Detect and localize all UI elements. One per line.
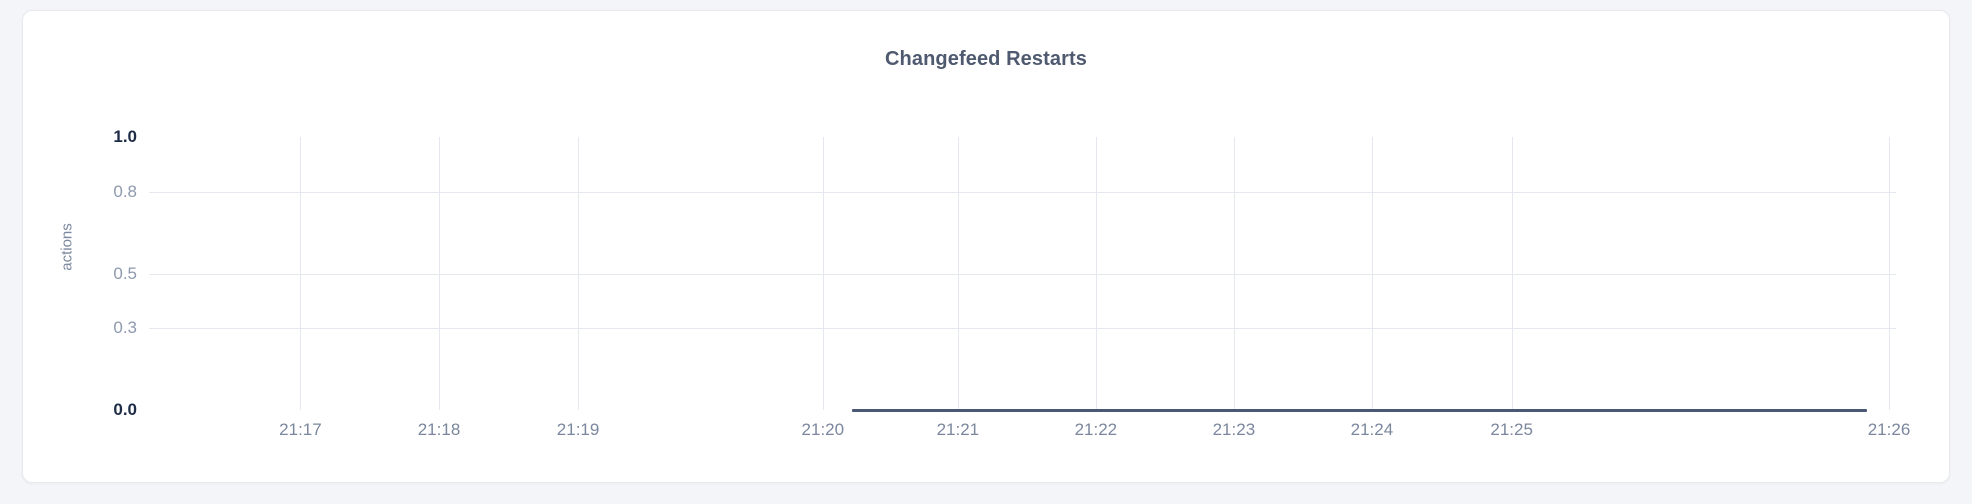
y-axis-tick-label: 0.0 xyxy=(113,400,137,419)
vertical-gridline xyxy=(1371,137,1373,410)
chart-card: Changefeed Restarts actions 1.0 0.8 0.5 0.3… xyxy=(22,10,1950,483)
y-axis-label: actions xyxy=(58,222,76,271)
vertical-gridline xyxy=(1889,137,1890,410)
horizontal-gridline xyxy=(149,328,1896,330)
y-axis-tick-label: 0.5 xyxy=(113,263,137,283)
x-axis-tick-label: 21:24 xyxy=(1350,420,1394,439)
vertical-gridline xyxy=(822,137,824,410)
x-axis-tick-label: 21:19 xyxy=(556,420,600,439)
vertical-gridline xyxy=(1511,137,1513,410)
x-axis-tick-label: 21:23 xyxy=(1212,420,1256,439)
x-axis-tick-label: 21:20 xyxy=(801,420,845,439)
vertical-gridline xyxy=(957,137,959,410)
vertical-gridline xyxy=(300,137,302,410)
x-axis-tick-label: 21:25 xyxy=(1490,420,1533,439)
vertical-gridline xyxy=(578,137,580,410)
plot-area: 1.0 0.8 0.5 0.3 0.0 21:17 21:18 21:19 21:20 21:21… xyxy=(113,127,1910,439)
horizontal-gridline xyxy=(149,273,1896,275)
vertical-gridline xyxy=(1233,137,1235,410)
series-line-restarts xyxy=(852,408,1868,412)
page-title: Changefeed Restarts xyxy=(885,48,1087,70)
x-axis-tick-label: 21:17 xyxy=(279,420,322,439)
x-axis-tick-label: 21:26 xyxy=(1867,420,1911,439)
y-axis-tick-label: 0.3 xyxy=(113,318,137,338)
x-axis-tick-label: 21:18 xyxy=(417,420,461,439)
vertical-gridline xyxy=(439,137,440,410)
y-axis-tick-label: 1.0 xyxy=(113,127,137,146)
x-axis-tick-label: 21:21 xyxy=(936,420,980,439)
horizontal-gridline xyxy=(149,191,1896,193)
vertical-gridline xyxy=(1095,137,1097,410)
x-axis-tick-label: 21:22 xyxy=(1074,420,1118,439)
y-axis-tick-label: 0.8 xyxy=(113,181,137,201)
